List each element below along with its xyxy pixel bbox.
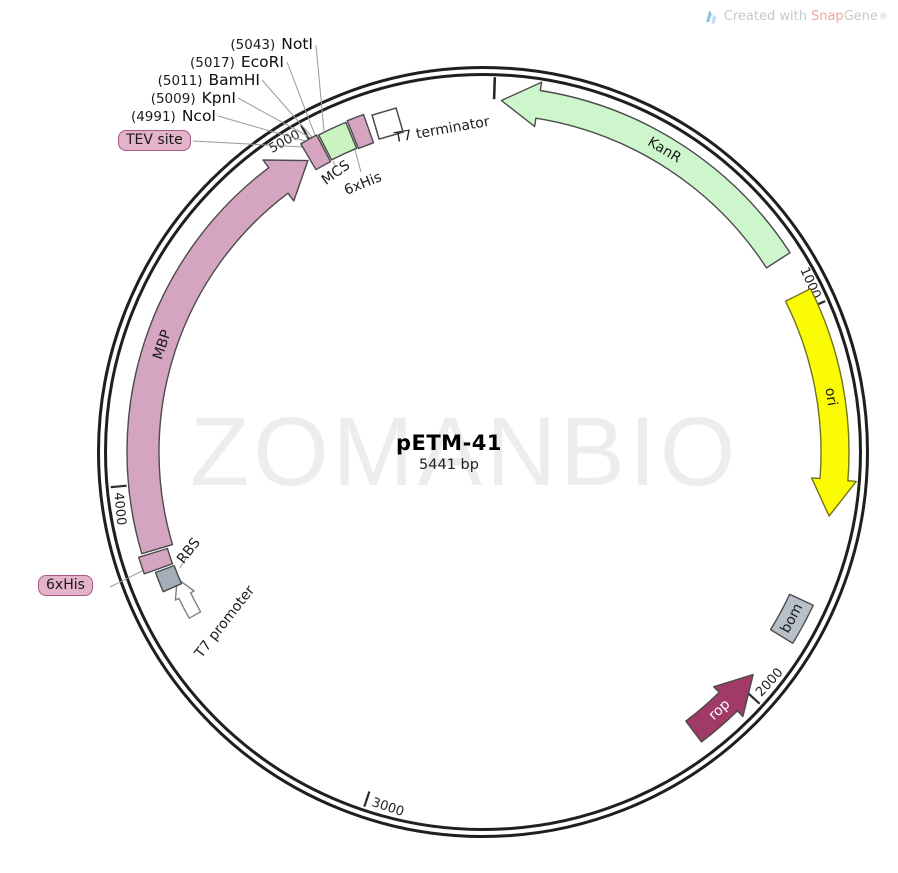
feature-rbs bbox=[154, 564, 183, 593]
leader-bamHI bbox=[261, 79, 313, 138]
leader-his6-c bbox=[354, 149, 362, 173]
leader-rbs bbox=[179, 557, 187, 569]
leader-kpnI bbox=[237, 97, 312, 139]
credit-text: Created with bbox=[723, 9, 807, 24]
tick-5000 bbox=[300, 124, 310, 140]
feature-tev-site bbox=[300, 134, 332, 171]
feature-his6-n bbox=[138, 547, 174, 575]
feature-mcs bbox=[318, 121, 358, 161]
tick-4000 bbox=[110, 484, 127, 489]
leader-mcs bbox=[332, 160, 337, 168]
restriction-site-bamHI: (5011) BamHI bbox=[158, 71, 260, 89]
feature-t7-terminator bbox=[371, 107, 405, 141]
restriction-position: (5017) bbox=[189, 55, 235, 71]
registered-mark: ® bbox=[879, 11, 888, 22]
restriction-name: EcoRI bbox=[240, 53, 284, 71]
restriction-name: NotI bbox=[281, 35, 313, 53]
restriction-position: (4991) bbox=[130, 109, 176, 125]
leader-ncoI bbox=[217, 115, 306, 142]
restriction-site-notI: (5043) NotI bbox=[230, 35, 313, 53]
brand-snap: Snap bbox=[810, 9, 844, 24]
restriction-name: KpnI bbox=[201, 89, 236, 107]
feature-kanr bbox=[500, 81, 791, 269]
leader-ecoRI bbox=[286, 61, 316, 136]
feature-arrows bbox=[126, 81, 857, 743]
feature-label-ori: ori bbox=[821, 387, 840, 407]
restriction-site-ecoRI: (5017) EcoRI bbox=[190, 53, 284, 71]
feature-text-labels: MCS 6xHis T7 terminator RBS T7 promoter bbox=[174, 114, 491, 662]
feature-ori bbox=[784, 288, 857, 517]
feature-his6-c bbox=[346, 113, 375, 150]
restriction-name: BamHI bbox=[208, 71, 260, 89]
feature-mbp bbox=[126, 159, 309, 555]
restriction-position: (5011) bbox=[157, 73, 203, 89]
restriction-name: NcoI bbox=[181, 107, 216, 125]
tick-3000 bbox=[363, 791, 371, 808]
restriction-position: (5009) bbox=[150, 91, 196, 107]
his6-n-label: 6xHis bbox=[38, 575, 93, 596]
feature-rop bbox=[685, 673, 754, 743]
feature-t7-promoter bbox=[174, 578, 202, 619]
watermark: ZOMANBIO bbox=[190, 397, 740, 506]
tev-site-label: TEV site bbox=[118, 130, 191, 151]
origin-tick bbox=[492, 77, 497, 100]
leader-notI bbox=[315, 44, 325, 132]
leader-lines bbox=[109, 44, 362, 588]
restriction-site-ncoI: (4991) NcoI bbox=[131, 107, 216, 125]
plasmid-backbone-rings bbox=[97, 66, 869, 838]
leader-tev-site bbox=[192, 140, 304, 148]
tick-label-4000: 4000 bbox=[110, 492, 128, 526]
t7-promoter-label: T7 promoter bbox=[191, 583, 258, 662]
rbs-label: RBS bbox=[174, 535, 204, 567]
backbone-outer-ring bbox=[97, 66, 869, 838]
feature-bom bbox=[769, 593, 814, 644]
brand-gene: Gene bbox=[843, 9, 878, 24]
restriction-position: (5043) bbox=[230, 37, 276, 53]
t7-terminator-label: T7 terminator bbox=[392, 114, 491, 147]
snapgene-credit: Created with Snap Gene ® bbox=[705, 8, 888, 25]
backbone-inner-ring bbox=[104, 73, 862, 831]
tick-2000 bbox=[747, 692, 761, 705]
snapgene-logo-icon bbox=[705, 10, 717, 24]
restriction-site-kpnI: (5009) KpnI bbox=[151, 89, 236, 107]
